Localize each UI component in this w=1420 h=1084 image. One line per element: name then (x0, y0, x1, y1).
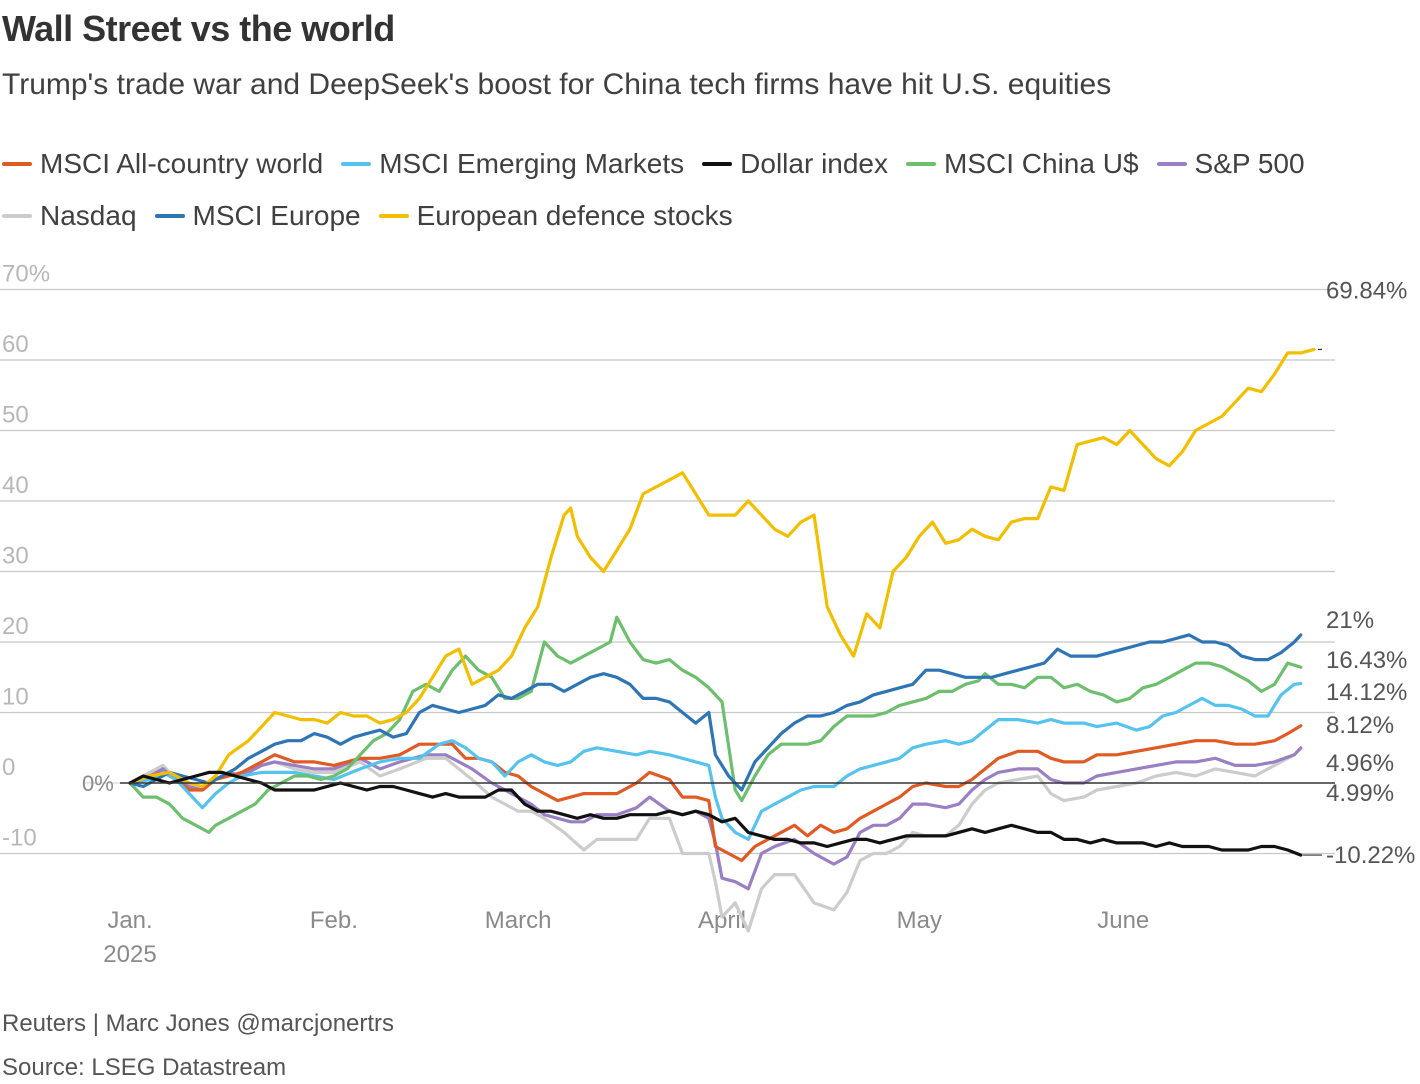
legend-swatch-dollar-index (702, 162, 733, 166)
legend-label: S&P 500 (1194, 148, 1305, 179)
legend: MSCI All-country world MSCI Emerging Mar… (2, 138, 1402, 242)
end-label: 16.43% (1326, 647, 1407, 674)
y-tick-label: 20 (2, 613, 29, 640)
zero-label-bg (80, 769, 120, 795)
legend-label: Nasdaq (40, 200, 137, 231)
legend-row-1: MSCI All-country world MSCI Emerging Mar… (2, 138, 1402, 190)
legend-label: European defence stocks (416, 200, 733, 231)
series-line-msci-all-country-world (128, 724, 1303, 863)
legend-item-all-country-world: MSCI All-country world (2, 148, 323, 180)
legend-swatch-emerging-markets (341, 162, 372, 166)
grid-layer: 70% 60 50 40 30 20 10 0 -10 (0, 261, 1335, 855)
legend-item-defence: European defence stocks (378, 200, 733, 232)
x-tick-label: June (1097, 907, 1149, 934)
legend-item-dollar-index: Dollar index (702, 148, 888, 180)
legend-swatch-nasdaq (2, 214, 32, 218)
x-tick-label: Feb. (310, 907, 358, 934)
y-tick-label: 0 (2, 754, 15, 781)
y-tick-label: 60 (2, 331, 29, 358)
series-line-msci-europe (128, 633, 1303, 792)
zero-line-layer: 0% (80, 769, 1335, 796)
end-label: 69.84% (1326, 278, 1407, 305)
series-line-european-defence-stocks (128, 347, 1316, 789)
x-tick-label: Jan. (107, 907, 152, 934)
source-line: Source: LSEG Datastream (2, 1054, 287, 1081)
legend-swatch-europe (154, 214, 185, 218)
end-label: 14.12% (1326, 679, 1407, 706)
series-layer (128, 347, 1316, 933)
series-line-msci-china-u (128, 615, 1303, 834)
legend-swatch-china (906, 162, 937, 166)
legend-row-2: Nasdaq MSCI Europe European defence stoc… (2, 190, 1402, 242)
legend-label: Dollar index (740, 148, 889, 179)
x-tick-label: May (897, 907, 942, 934)
legend-item-europe: MSCI Europe (154, 200, 361, 232)
end-label: 8.12% (1326, 712, 1394, 739)
legend-swatch-sp500 (1156, 162, 1187, 166)
legend-item-sp500: S&P 500 (1156, 148, 1305, 180)
chart-title: Wall Street vs the world (2, 8, 395, 49)
x-tick-sublabel: 2025 (103, 941, 156, 968)
legend-label: MSCI Emerging Markets (379, 148, 685, 179)
legend-label: MSCI China U$ (944, 148, 1139, 179)
y-tick-label: 10 (2, 684, 29, 711)
end-label: 4.99% (1326, 780, 1394, 807)
end-label: -10.22% (1326, 842, 1415, 869)
legend-item-china: MSCI China U$ (906, 148, 1139, 180)
legend-swatch-defence (378, 214, 409, 218)
end-label: 4.96% (1326, 750, 1394, 777)
end-labels: 69.84% 21% 16.43% 14.12% 8.12% 4.96% 4.99% -10.… (1302, 278, 1415, 869)
legend-label: MSCI Europe (192, 200, 361, 231)
legend-item-emerging-markets: MSCI Emerging Markets (341, 148, 684, 180)
y-tick-label: 70% (2, 261, 50, 288)
credit-line: Reuters | Marc Jones @marcjonertrs (2, 1010, 395, 1037)
legend-swatch-all-country-world (2, 162, 32, 166)
legend-label: MSCI All-country world (40, 148, 324, 179)
legend-item-nasdaq: Nasdaq (2, 200, 137, 232)
series-line-msci-emerging-markets (128, 681, 1303, 841)
end-label: 21% (1326, 607, 1374, 634)
zero-label: 0% (82, 771, 114, 796)
y-tick-label: 40 (2, 472, 29, 499)
x-tick-label: March (485, 907, 552, 934)
y-tick-label: 50 (2, 402, 29, 429)
y-tick-label: -10 (2, 825, 37, 852)
series-line-nasdaq (128, 746, 1303, 933)
y-tick-label: 30 (2, 543, 29, 570)
chart-subtitle: Trump's trade war and DeepSeek's boost f… (2, 68, 1112, 101)
series-line-dollar-index (128, 770, 1303, 857)
